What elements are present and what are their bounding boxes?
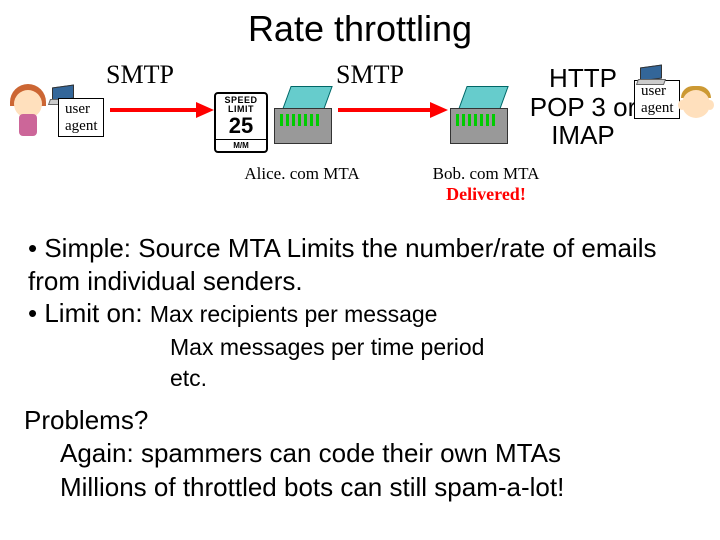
laptop-right-icon bbox=[636, 66, 666, 84]
problems-line-2: Millions of throttled bots can still spa… bbox=[24, 471, 696, 505]
limit-item-1: Max messages per time period bbox=[170, 332, 720, 363]
limit-item-0: Max recipients per message bbox=[150, 301, 438, 327]
bullet-1-text: Simple: Source MTA Limits the number/rat… bbox=[28, 233, 657, 296]
arrow-2-head bbox=[430, 102, 448, 118]
diagram-area: user agent SMTP SPEED LIMIT 25 M/M SMTP … bbox=[0, 56, 720, 226]
alice-server-icon bbox=[272, 86, 342, 144]
bob-mta-label: Bob. com MTA bbox=[416, 164, 556, 184]
arrow-1-head bbox=[196, 102, 214, 118]
arrow-1-line bbox=[110, 108, 198, 112]
protocols-label: HTTP POP 3 or IMAP bbox=[528, 64, 638, 150]
user-agent-left-label: user agent bbox=[58, 98, 104, 137]
alice-mta-label: Alice. com MTA bbox=[232, 164, 372, 184]
bullet-2: • Limit on: Max recipients per message bbox=[28, 297, 692, 330]
speed-sign-num: 25 bbox=[216, 115, 266, 137]
delivered-label: Delivered! bbox=[416, 184, 556, 205]
problems-block: Problems? Again: spammers can code their… bbox=[0, 404, 720, 505]
problems-heading: Problems? bbox=[24, 404, 696, 438]
smtp-label-1: SMTP bbox=[106, 60, 174, 90]
bullet-list: • Simple: Source MTA Limits the number/r… bbox=[0, 232, 720, 330]
limit-sub-list: Max messages per time period etc. bbox=[0, 332, 720, 394]
alice-person-icon bbox=[8, 84, 48, 138]
problems-line-1: Again: spammers can code their own MTAs bbox=[24, 437, 696, 471]
smtp-label-2: SMTP bbox=[336, 60, 404, 90]
bullet-1: • Simple: Source MTA Limits the number/r… bbox=[28, 232, 692, 297]
speed-sign-top: SPEED LIMIT bbox=[216, 96, 266, 114]
limit-item-2: etc. bbox=[170, 363, 720, 394]
speed-limit-sign: SPEED LIMIT 25 M/M bbox=[214, 92, 268, 153]
speed-sign-mm: M/M bbox=[216, 139, 266, 150]
bob-server-icon bbox=[448, 86, 518, 144]
bullet-2-prefix: Limit on: bbox=[44, 298, 142, 328]
bob-person-icon bbox=[676, 86, 716, 140]
page-title: Rate throttling bbox=[0, 0, 720, 50]
user-agent-right-label: user agent bbox=[634, 80, 680, 119]
arrow-2-line bbox=[338, 108, 432, 112]
